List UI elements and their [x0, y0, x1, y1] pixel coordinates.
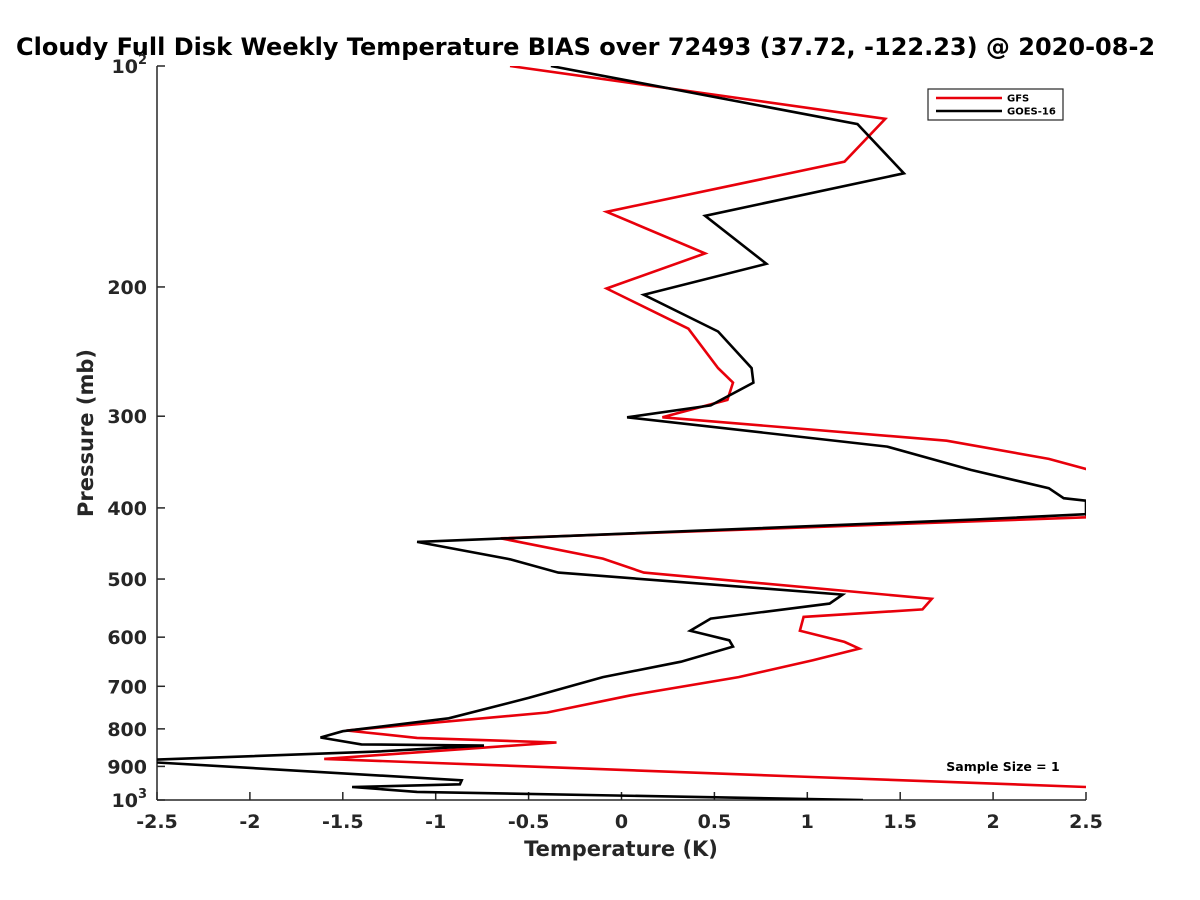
x-tick-label: 2 — [986, 811, 999, 833]
plot-frame — [156, 65, 1087, 801]
y-tick-label: 900 — [107, 756, 147, 778]
series-line-goes-16 — [157, 66, 1086, 800]
x-tick-labels: -2.5 -2 -1.5 -1 -0.5 0 0.5 1 1.5 2 2.5 — [136, 811, 1103, 833]
x-tick-label: 0 — [615, 811, 628, 833]
legend-label: GFS — [1007, 94, 1029, 105]
x-tick-label: 2.5 — [1069, 811, 1103, 833]
series-line-gfs — [324, 66, 1086, 789]
x-tick-label: -1 — [425, 811, 446, 833]
x-tick-label: -2.5 — [136, 811, 178, 833]
y-tick-label: 102 — [112, 53, 148, 78]
legend: GFS GOES-16 — [927, 88, 1064, 121]
y-tick-label: 400 — [107, 498, 147, 520]
x-tick-label: -1.5 — [322, 811, 364, 833]
x-tick-label: 1 — [801, 811, 814, 833]
x-tick-label: 0.5 — [698, 811, 732, 833]
y-tick-labels: 102 200 300 400 500 600 700 800 900 103 — [107, 53, 147, 812]
sample-size-annotation: Sample Size = 1 — [946, 759, 1059, 774]
legend-box — [927, 88, 1064, 121]
y-tick-label: 500 — [107, 569, 147, 591]
y-axis-label: Pressure (mb) — [74, 349, 98, 517]
x-axis-label: Temperature (K) — [524, 837, 718, 861]
x-tick-label: -2 — [239, 811, 260, 833]
y-tick-label: 600 — [107, 627, 147, 649]
x-tick-label: -0.5 — [508, 811, 550, 833]
legend-label: GOES-16 — [1007, 107, 1056, 118]
x-tick-label: 1.5 — [883, 811, 917, 833]
series-layer — [157, 66, 1086, 800]
y-tick-label: 700 — [107, 676, 147, 698]
y-tick-label: 200 — [107, 277, 147, 299]
chart-title: Cloudy Full Disk Weekly Temperature BIAS… — [16, 33, 1155, 61]
y-tick-label: 800 — [107, 719, 147, 741]
y-tick-label: 103 — [112, 787, 148, 812]
y-tick-label: 300 — [107, 406, 147, 428]
